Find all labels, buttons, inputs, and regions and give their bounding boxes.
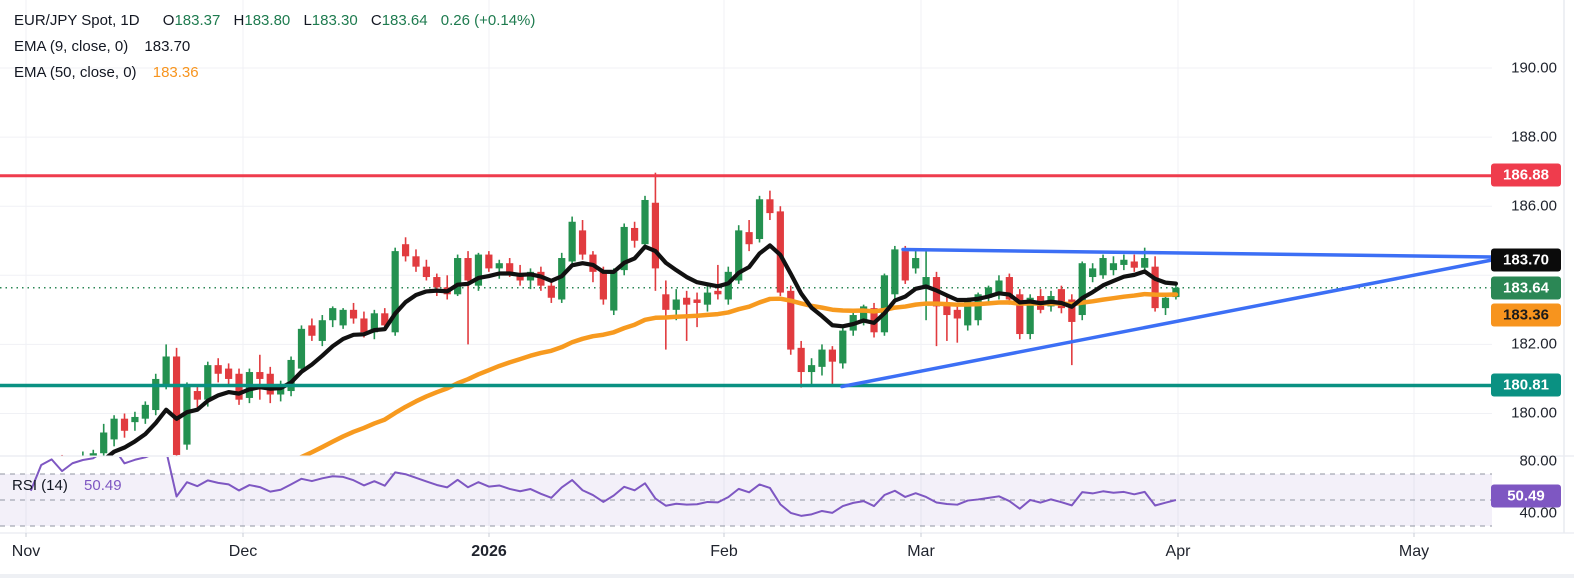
close-label: C — [370, 12, 382, 29]
price-axis-label: 190.00 — [1511, 59, 1557, 77]
trendline-lower[interactable] — [840, 258, 1494, 389]
low-label: L — [303, 12, 312, 29]
price-axis-label: 188.00 — [1511, 128, 1557, 146]
rsi-legend-row[interactable]: RSI (14) 50.49 — [12, 477, 122, 494]
time-axis-label: Apr — [1165, 543, 1191, 560]
ema50-line — [298, 291, 1179, 456]
ema50-label: EMA (50, close, 0) — [14, 64, 137, 81]
open-value: 183.37 — [174, 12, 221, 29]
ema9-label: EMA (9, close, 0) — [14, 38, 129, 55]
time-axis-label: Dec — [228, 543, 258, 560]
support-price-badge: 180.81 — [1491, 373, 1561, 397]
rsi-label: RSI (14) — [12, 477, 68, 494]
rsi-value-badge: 50.49 — [1491, 484, 1561, 508]
last-price-badge: 183.64 — [1491, 276, 1561, 300]
ema9-legend-row[interactable]: EMA (9, close, 0) 183.70 — [14, 34, 535, 60]
price-axis-label: 186.00 — [1511, 197, 1557, 215]
open-label: O — [162, 12, 175, 29]
ema50-price-badge: 183.36 — [1491, 303, 1561, 327]
rsi-value: 50.49 — [84, 477, 122, 494]
price-axis-label: 182.00 — [1511, 335, 1557, 353]
rsi-line — [29, 457, 1177, 517]
rsi-band — [0, 473, 1492, 527]
price-axis-label: 180.00 — [1511, 404, 1557, 422]
price-axis-label: 80.00 — [1519, 452, 1557, 470]
price-axis-label: 40.00 — [1519, 504, 1557, 522]
change-value: 0.26 (+0.14%) — [440, 12, 536, 29]
gridlines — [0, 0, 1492, 533]
ema9-value: 183.70 — [144, 38, 191, 55]
low-value: 183.30 — [311, 12, 358, 29]
ema50-value: 183.36 — [152, 64, 199, 81]
high-value: 183.80 — [244, 12, 291, 29]
time-axis-label: Feb — [710, 543, 738, 560]
time-axis-label: Mar — [907, 543, 935, 560]
ema-lines — [105, 243, 1179, 456]
ema9-line — [105, 243, 1179, 456]
symbol-legend-row[interactable]: EUR/JPY Spot, 1D O183.37 H183.80 L183.30… — [14, 8, 535, 34]
symbol-title: EUR/JPY Spot, 1D — [14, 12, 140, 29]
close-value: 183.64 — [381, 12, 428, 29]
chart-legend: EUR/JPY Spot, 1D O183.37 H183.80 L183.30… — [14, 8, 535, 86]
trendline-upper[interactable] — [901, 247, 1494, 259]
resistance-price-badge: 186.88 — [1491, 163, 1561, 187]
ema50-legend-row[interactable]: EMA (50, close, 0) 183.36 — [14, 60, 535, 86]
ema9-price-badge: 183.70 — [1491, 248, 1561, 272]
time-axis-label: May — [1398, 543, 1430, 560]
time-axis-label: 2026 — [471, 543, 507, 560]
high-label: H — [233, 12, 245, 29]
time-axis-label: Nov — [11, 543, 41, 560]
bottom-strip — [0, 574, 1574, 578]
